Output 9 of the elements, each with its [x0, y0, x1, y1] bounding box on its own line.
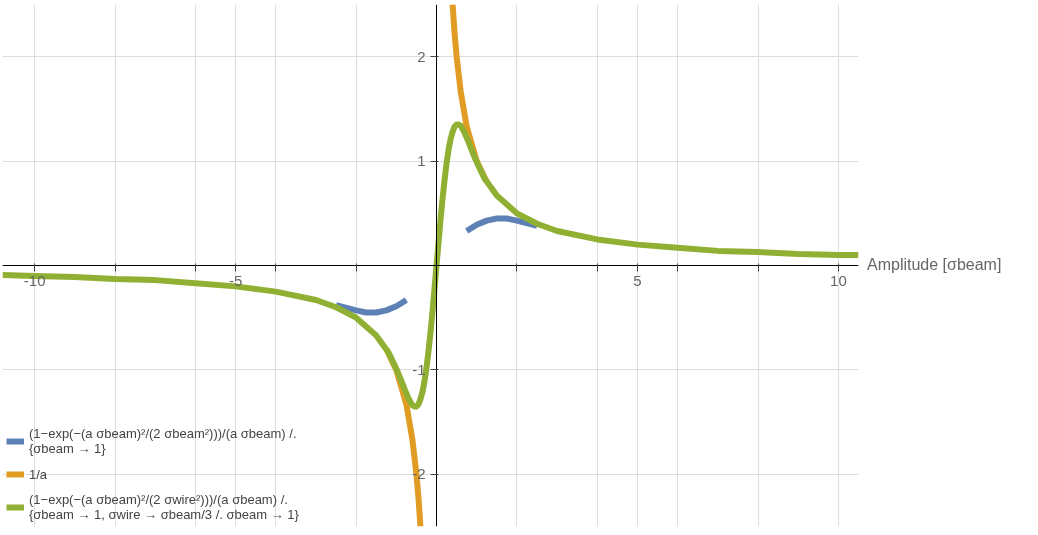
legend-label: 1/a — [29, 466, 49, 482]
y-tick-label: 2 — [417, 47, 426, 65]
x-tick-label: 5 — [633, 271, 642, 289]
x-axis-title: Amplitude [σbeam] — [867, 255, 1002, 275]
y-tick-label: -2 — [412, 465, 426, 483]
legend-label: (1−exp(−(a σbeam)²/(2 σbeam²)))/(a σbeam) /. {σbeam → 1} — [29, 426, 297, 456]
x-tick-label: 10 — [830, 271, 847, 289]
legend-label: (1−exp(−(a σbeam)²/(2 σwire²)))/(a σbeam) /. {σbeam → 1, σwire → σbeam/3 /. σbeam → 1} — [29, 492, 299, 522]
y-tick-label: 1 — [417, 152, 426, 170]
